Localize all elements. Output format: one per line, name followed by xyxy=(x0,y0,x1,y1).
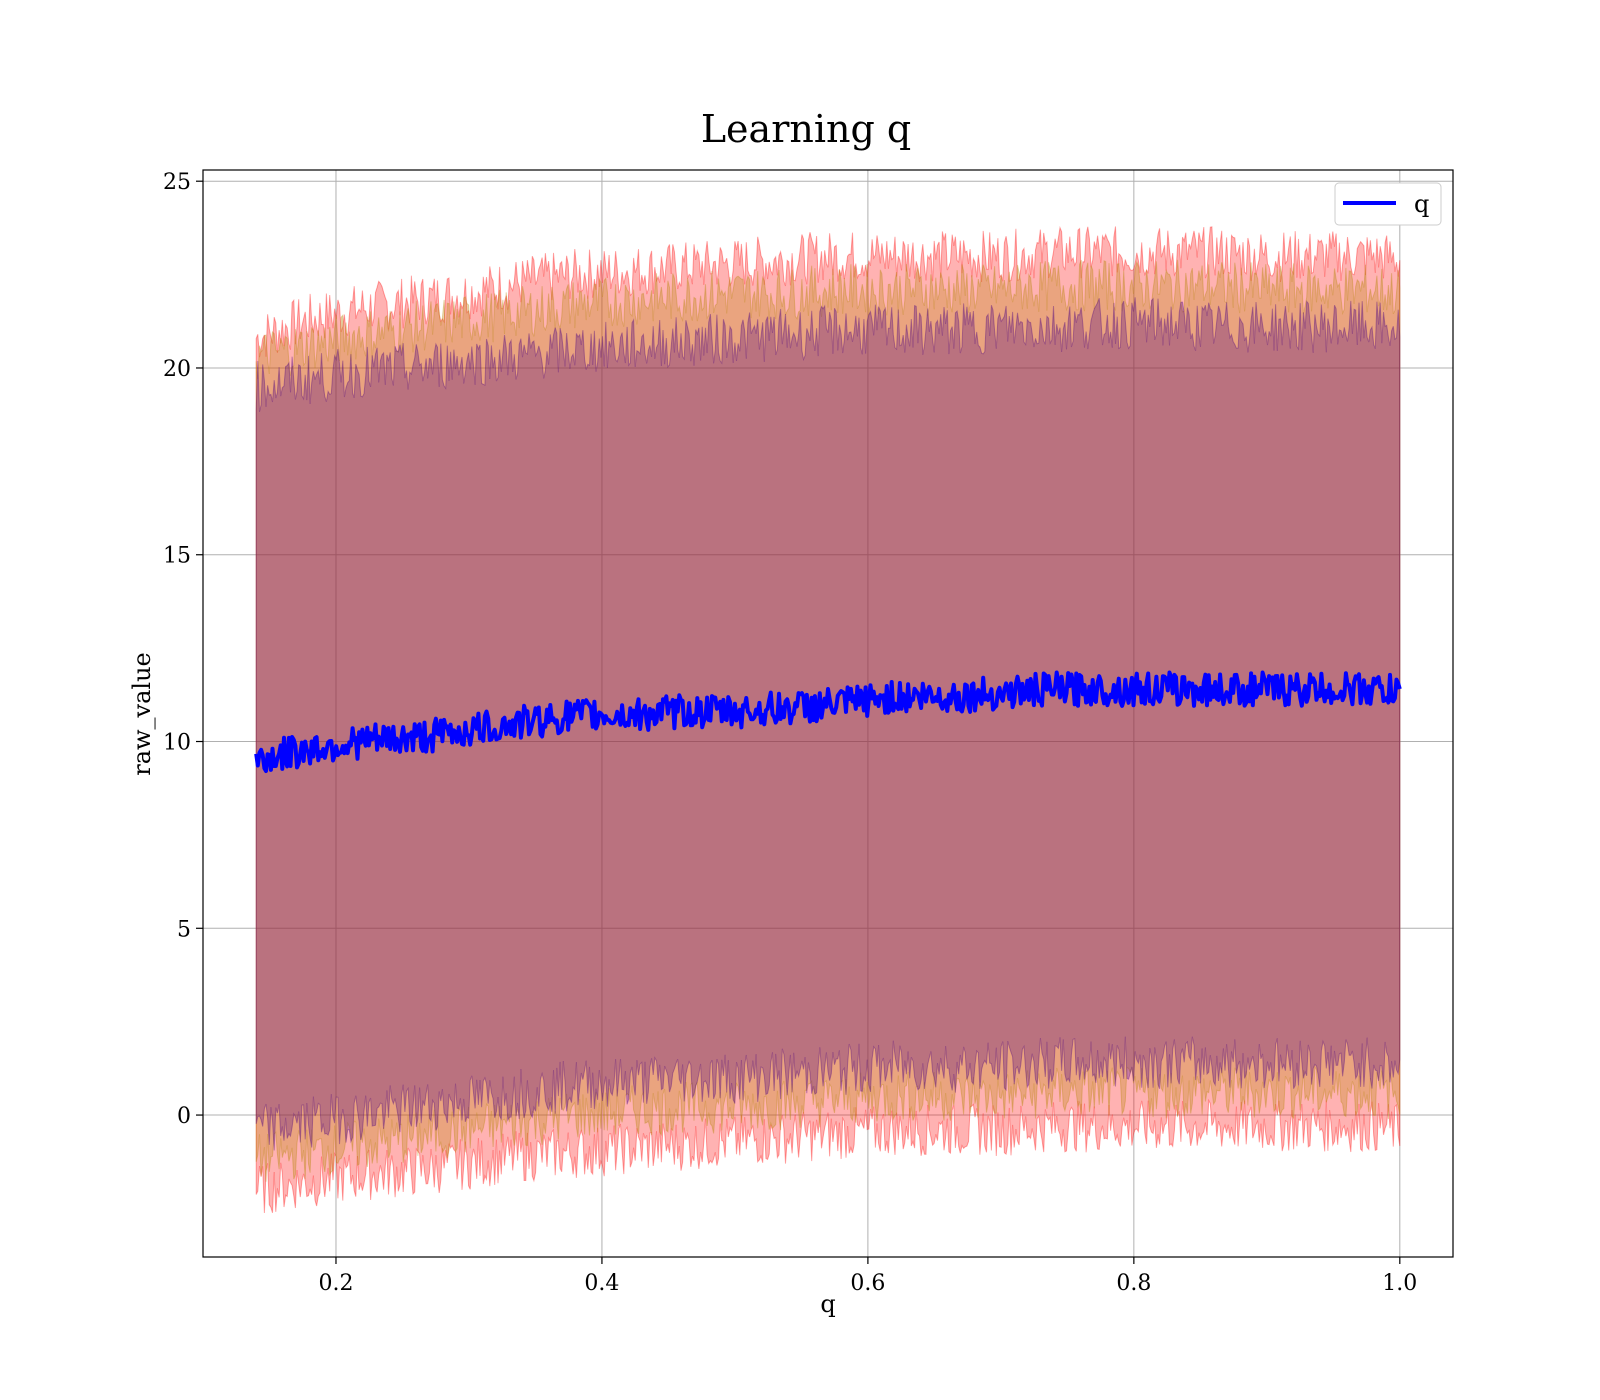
band-2 xyxy=(255,297,1401,1151)
legend: q xyxy=(1334,182,1442,226)
shaded-bands xyxy=(255,225,1401,1214)
x-axis-label: q xyxy=(820,1290,835,1318)
plot-area xyxy=(203,170,1453,1257)
series-lines xyxy=(254,670,1402,773)
series-line-0 xyxy=(254,670,1402,773)
x-tick-label-1: 0.4 xyxy=(584,1271,619,1296)
y-tick-label-5: 25 xyxy=(163,170,191,195)
y-tick-label-2: 10 xyxy=(163,731,191,756)
x-axis-ticks: 0.2 0.4 0.6 0.8 1.0 xyxy=(318,1257,1417,1296)
x-tick-label-4: 1.0 xyxy=(1382,1271,1417,1296)
legend-label-q: q xyxy=(1414,190,1429,218)
y-tick-label-1: 5 xyxy=(177,917,191,942)
band-0 xyxy=(255,225,1401,1214)
band-1 xyxy=(255,259,1401,1182)
y-tick-label-0: 0 xyxy=(177,1104,191,1129)
y-tick-label-3: 15 xyxy=(163,544,191,569)
y-axis-label: raw_value xyxy=(128,652,156,776)
x-tick-label-3: 0.8 xyxy=(1116,1271,1151,1296)
y-axis-ticks: 0 5 10 15 20 25 xyxy=(163,170,203,1129)
plot-frame xyxy=(202,169,1454,1258)
chart-title: Learning q xyxy=(701,107,911,151)
y-tick-label-4: 20 xyxy=(163,357,191,382)
x-tick-label-2: 0.6 xyxy=(850,1271,885,1296)
x-tick-label-0: 0.2 xyxy=(318,1271,353,1296)
